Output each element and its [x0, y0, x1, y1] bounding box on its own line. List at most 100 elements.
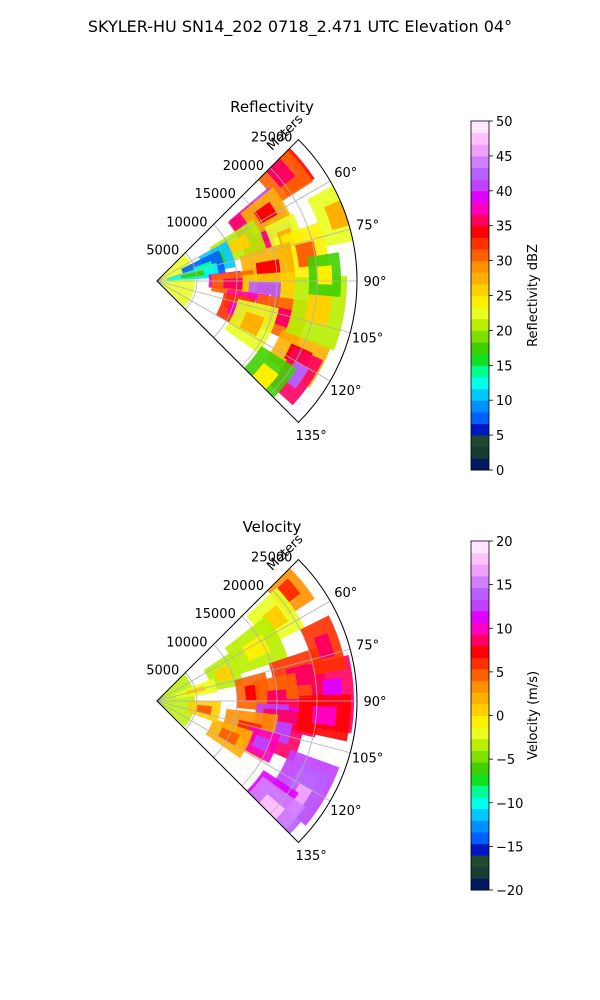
data-cell-core [266, 158, 296, 188]
colorbar-segment [471, 762, 489, 775]
colorbar-segment [471, 808, 489, 821]
azimuth-tick-label: 135° [295, 429, 326, 444]
data-cell-core [214, 664, 233, 683]
colorbar-tick-label: 45 [496, 150, 513, 165]
colorbar-tick-label: 35 [496, 220, 513, 235]
azimuth-gridline [156, 180, 331, 282]
colorbar-segment [471, 738, 489, 751]
colorbar-segment [471, 155, 489, 169]
range-tick-label: 10000 [166, 215, 207, 230]
azimuth-gridline [156, 280, 331, 382]
colorbar-segment [471, 541, 489, 554]
colorbar-segment [471, 703, 489, 716]
data-cell-core [303, 293, 333, 327]
colorbar-tick-label: −5 [496, 753, 515, 768]
azimuth-gridline [156, 648, 351, 702]
colorbar-segment [471, 599, 489, 612]
colorbar-tick-label: 5 [496, 666, 504, 681]
azimuth-tick-label: 105° [352, 331, 383, 346]
colorbar-segment [471, 202, 489, 215]
colorbar-segment [471, 272, 489, 285]
colorbar-segment [471, 866, 489, 879]
data-cell-core [277, 578, 301, 603]
colorbar-tick-label: 10 [496, 622, 513, 637]
azimuth-tick-label: 90° [363, 275, 386, 290]
data-cell-core [223, 278, 243, 290]
colorbar-segment [471, 878, 489, 891]
colorbar-segment [471, 831, 489, 844]
figure-title: SKYLER-HU SN14_202 0718_2.471 UTC Elevat… [88, 17, 512, 37]
azimuth-gridline [156, 600, 331, 702]
colorbar-segment [471, 423, 489, 436]
colorbar-segment [471, 564, 489, 577]
colorbar-segment [471, 657, 489, 670]
colorbar-segment [471, 376, 489, 390]
colorbar-tick-label: 20 [496, 535, 513, 550]
data-cell-core [180, 270, 205, 279]
radar-panel-1: Velocity 5000 10000 15000 20000 25000 60° 75° 90… [146, 518, 541, 899]
colorbar-label: Velocity (m/s) [526, 671, 541, 760]
colorbar-tick-label: 20 [496, 324, 513, 339]
azimuth-gridline [156, 700, 331, 802]
colorbar-segment [471, 132, 489, 145]
radar-field [158, 140, 353, 412]
colorbar-segment [471, 307, 489, 320]
colorbar-segment [471, 843, 489, 856]
range-tick-label: 5000 [146, 244, 179, 259]
range-tick-label: 15000 [194, 607, 235, 622]
colorbar-segment [471, 692, 489, 705]
range-tick-label: 15000 [194, 187, 235, 202]
azimuth-gridline [156, 280, 351, 334]
azimuth-tick-label: 75° [356, 219, 379, 234]
azimuth-tick-label: 90° [363, 695, 386, 710]
azimuth-tick-label: 105° [352, 751, 383, 766]
colorbar-segment [471, 796, 489, 810]
range-tick-label: 20000 [223, 159, 264, 174]
colorbar-segment [471, 458, 489, 471]
colorbar-segment [471, 785, 489, 798]
colorbar-segment [471, 260, 489, 273]
data-cell-core [239, 311, 265, 337]
colorbar-segment [471, 225, 489, 238]
colorbar-segment [471, 587, 489, 600]
colorbar-tick-label: 15 [496, 359, 513, 374]
data-cell-core [241, 634, 271, 662]
colorbar-segment [471, 237, 489, 250]
colorbar-segment [471, 190, 489, 203]
radar-panel-0: Reflectivity 5000 10000 15000 20000 25000 60° 7… [146, 98, 541, 479]
panel-title: Velocity [243, 518, 302, 536]
colorbar-tick-label: −20 [496, 884, 523, 899]
colorbar-segment [471, 179, 489, 192]
data-cell-core [251, 734, 270, 752]
colorbar-segment [471, 855, 489, 868]
colorbar-tick-label: 25 [496, 290, 513, 305]
colorbar-segment [471, 353, 489, 366]
colorbar-segment [471, 400, 489, 413]
colorbar-segment [471, 715, 489, 728]
colorbar-segment [471, 446, 489, 459]
colorbar-segment [471, 411, 489, 424]
colorbar-tick-label: 15 [496, 579, 513, 594]
data-cell-core [313, 632, 335, 660]
colorbar-segment [471, 248, 489, 262]
colorbar-tick-label: 30 [496, 255, 513, 270]
colorbar-segment [471, 610, 489, 623]
azimuth-tick-label: 135° [295, 849, 326, 864]
colorbar-segment [471, 365, 489, 378]
colorbar-segment [471, 295, 489, 308]
data-cell-core [284, 361, 309, 389]
azimuth-gridline [156, 228, 351, 282]
colorbar-segment [471, 750, 489, 763]
colorbar-segment [471, 773, 489, 786]
colorbar-segment [471, 388, 489, 401]
azimuth-tick-label: 60° [334, 166, 357, 181]
colorbar-segment [471, 727, 489, 740]
azimuth-tick-label: 60° [334, 586, 357, 601]
azimuth-tick-label: 120° [330, 384, 361, 399]
data-cell-core [317, 265, 333, 285]
colorbar-tick-label: 0 [496, 710, 504, 725]
colorbar-segment [471, 167, 489, 180]
range-tick-label: 25000 [251, 131, 292, 146]
colorbar-segment [471, 144, 489, 157]
